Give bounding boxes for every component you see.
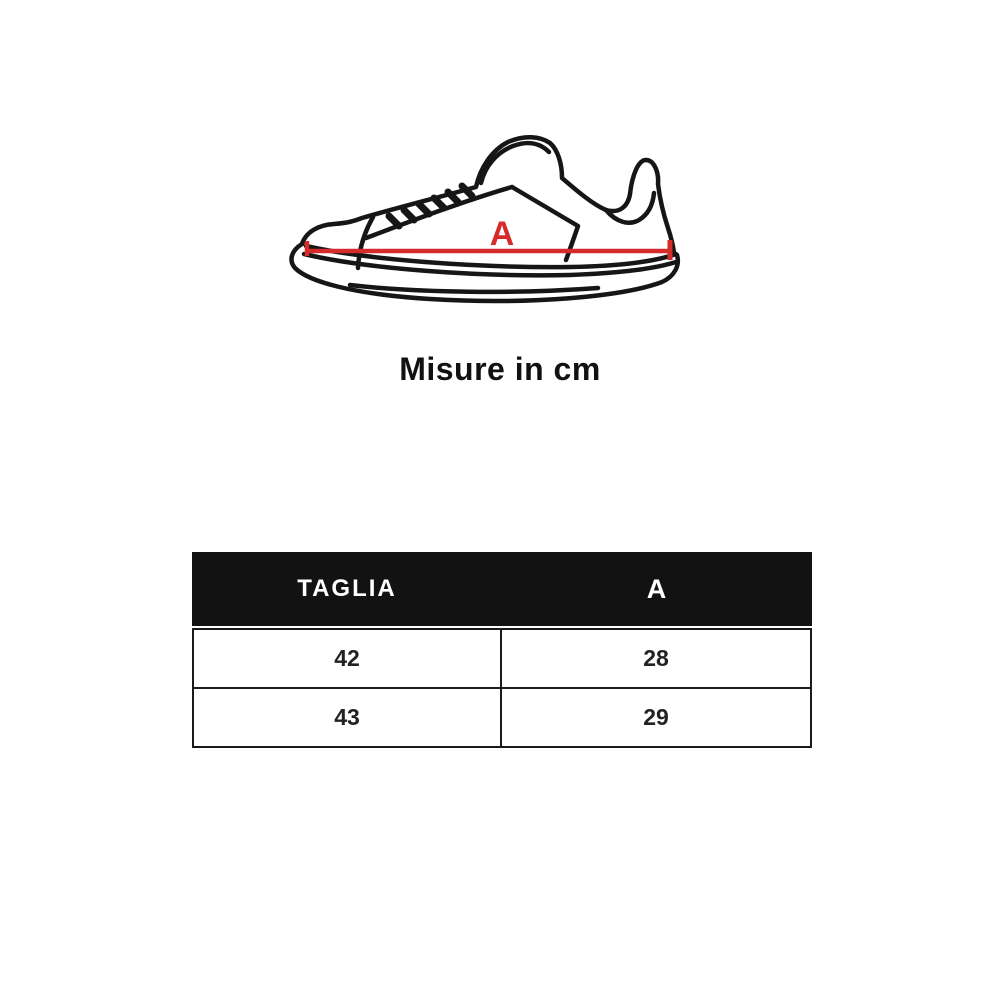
heel-patch-line [603, 190, 657, 225]
vamp-seam [355, 214, 376, 271]
measurement-annotation: A [304, 215, 673, 260]
midsole-seam-lower [347, 282, 601, 295]
size-table: TAGLIA A 42 28 43 29 [192, 552, 812, 748]
midsole-seam [301, 251, 679, 278]
cell-size: 43 [194, 689, 502, 746]
cell-measure-a: 29 [643, 704, 669, 730]
eyelet-stay-line [363, 184, 515, 241]
upper-outline [299, 135, 677, 256]
sneaker-diagram: A [289, 135, 680, 304]
table-row: 42 28 [194, 630, 810, 689]
header-cell-taglia: TAGLIA [297, 575, 397, 602]
sole-bottom-outline [289, 241, 680, 304]
header-cell-a: A [646, 573, 668, 604]
measurement-label: A [490, 215, 515, 253]
caption: Misure in cm [399, 351, 601, 387]
lace-stitches [385, 182, 476, 230]
tongue-inner-line [478, 140, 552, 186]
cell-measure-a: 28 [643, 645, 669, 671]
size-table-body: 42 28 43 29 [192, 628, 812, 748]
cell-size: 42 [194, 630, 502, 687]
sole-top-line [303, 243, 679, 270]
size-table-header-row: TAGLIA A [192, 552, 812, 626]
table-row: 43 29 [194, 689, 810, 746]
